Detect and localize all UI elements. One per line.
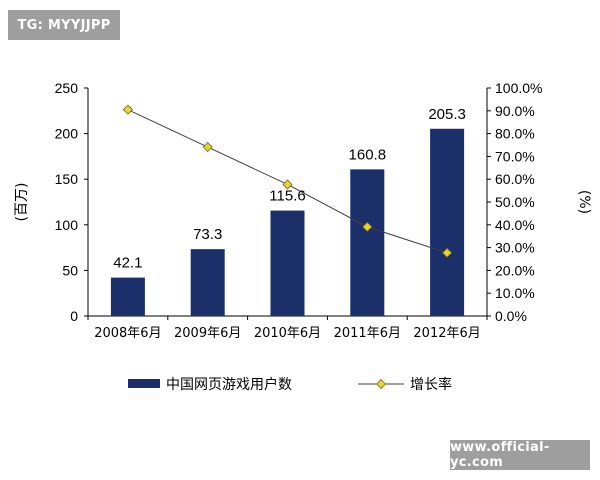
legend-label-bar: 中国网页游戏用户数 xyxy=(166,376,292,393)
bar xyxy=(430,128,465,316)
y-tick-label-left: 150 xyxy=(55,171,79,187)
growth-marker xyxy=(282,179,293,190)
y-tick-label-right: 20.0% xyxy=(495,262,535,278)
x-tick-label: 2008年6月 xyxy=(94,326,161,341)
y-tick-label-right: 50.0% xyxy=(495,194,535,210)
growth-marker xyxy=(122,104,133,115)
bar xyxy=(110,277,145,316)
watermark-top: TG: MYYJJPP xyxy=(8,10,120,40)
x-tick-label: 2012年6月 xyxy=(413,326,480,341)
y-tick-label-right: 40.0% xyxy=(495,217,535,233)
y-tick-label-right: 70.0% xyxy=(495,148,535,164)
y-tick-label-right: 0.0% xyxy=(495,308,527,324)
bar xyxy=(190,249,225,316)
y-tick-label-left: 0 xyxy=(70,308,78,324)
labels-group: 42.1 73.3 115.6 160.8 205.3 xyxy=(113,106,466,272)
bars-group xyxy=(110,128,465,316)
y-tick-label-right: 80.0% xyxy=(495,126,535,142)
bar-data-label: 205.3 xyxy=(428,106,466,123)
x-tick-label: 2009年6月 xyxy=(174,326,241,341)
y-tick-label-right: 60.0% xyxy=(495,171,535,187)
y-tick-label-left: 250 xyxy=(55,80,79,96)
y-axis-title-left: (百万) xyxy=(14,183,30,222)
bar-data-label: 42.1 xyxy=(113,255,142,272)
x-tick-label: 2010年6月 xyxy=(254,326,321,341)
y-tick-label-right: 90.0% xyxy=(495,103,535,119)
legend-swatch-bar xyxy=(128,379,160,388)
bar-data-label: 160.8 xyxy=(349,146,387,163)
y-tick-label-left: 50 xyxy=(62,262,78,278)
legend-group: 中国网页游戏用户数 增长率 xyxy=(128,376,452,393)
y-tick-label-right: 10.0% xyxy=(495,285,535,301)
y-tick-label-right: 100.0% xyxy=(495,80,542,96)
line-group xyxy=(122,104,453,258)
growth-marker xyxy=(202,141,213,153)
legend-swatch-marker xyxy=(375,378,387,390)
bar xyxy=(270,210,305,316)
bar xyxy=(350,169,385,316)
bar-data-label: 115.6 xyxy=(269,188,305,205)
watermark-bottom: www.official-yc.com xyxy=(450,440,590,470)
y-tick-label-left: 200 xyxy=(55,126,79,142)
y-tick-label-right: 30.0% xyxy=(495,240,535,256)
y-tick-label-left: 100 xyxy=(55,217,79,233)
growth-marker xyxy=(442,247,453,258)
legend-label-line: 增长率 xyxy=(410,376,452,393)
growth-marker xyxy=(362,221,373,232)
bar-data-label: 73.3 xyxy=(193,226,222,243)
y-axis-title-right: (%) xyxy=(576,190,592,214)
axes-group: 0 50 100 150 200 250 0.0% 10.0% 20.0% 30.0% 40.0% 5… xyxy=(14,80,592,341)
x-tick-label: 2011年6月 xyxy=(334,326,401,341)
